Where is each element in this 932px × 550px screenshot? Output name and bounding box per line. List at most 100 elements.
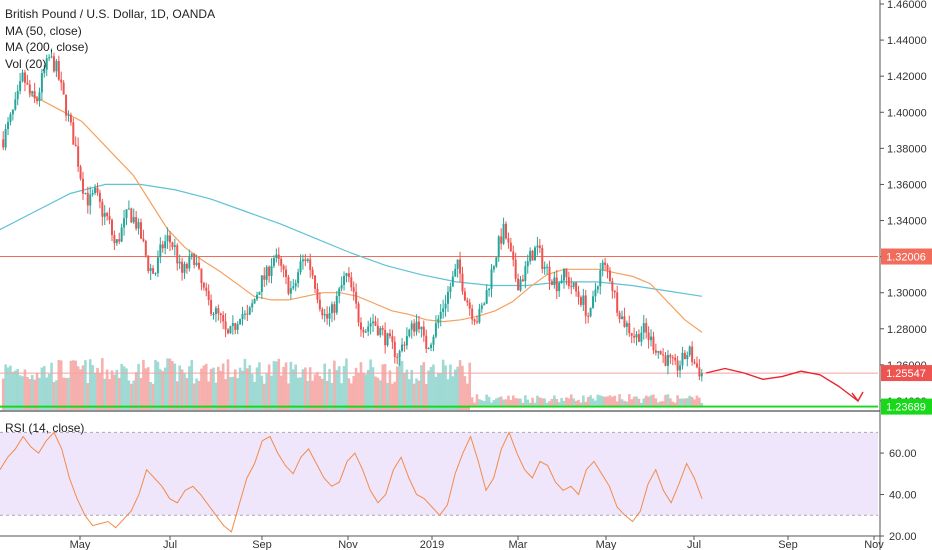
candle-body — [611, 281, 614, 291]
candle-body — [152, 268, 155, 274]
candle-body — [599, 270, 602, 287]
volume-bar — [388, 370, 392, 410]
candle-body — [253, 299, 256, 304]
volume-bar — [553, 395, 556, 410]
candle-body — [323, 314, 326, 316]
candle-body — [171, 242, 174, 247]
volume-bar — [485, 394, 488, 410]
horizontal-levels[interactable] — [0, 256, 880, 426]
candle-body — [335, 296, 338, 313]
volume-bar — [661, 401, 665, 410]
volume-bar — [408, 379, 411, 410]
candle-body — [442, 308, 445, 312]
candle-body — [16, 90, 19, 100]
candle-body — [355, 291, 358, 304]
candle-body — [118, 239, 121, 242]
volume-bar — [255, 367, 259, 410]
candle-body — [606, 264, 609, 271]
candle-body — [183, 264, 186, 273]
candle-body — [652, 336, 655, 351]
volume-bar — [395, 366, 399, 410]
volume-bar — [446, 379, 450, 410]
candle-body — [625, 323, 628, 327]
candle-body — [23, 72, 26, 83]
volume-bar — [504, 399, 508, 410]
candle-body — [623, 316, 626, 327]
candle-body — [214, 308, 217, 314]
volume-bar — [676, 395, 679, 410]
candle-body — [333, 304, 336, 313]
candle-body — [359, 322, 362, 330]
price-tick-label: 1.46000 — [887, 0, 927, 11]
volume-bar — [217, 366, 220, 410]
volume-bar — [444, 365, 447, 410]
candle-body — [459, 259, 462, 274]
candle-body — [275, 254, 278, 259]
volume-bar — [183, 372, 186, 410]
volume-bar — [495, 398, 498, 410]
projection-line — [705, 367, 859, 402]
volume-bar — [429, 366, 433, 410]
volume-bar — [132, 380, 136, 410]
candle-body — [543, 266, 546, 269]
volume-bar — [28, 378, 32, 410]
candle-body — [328, 313, 331, 319]
candle-body — [321, 309, 324, 316]
volume-bar — [412, 383, 416, 410]
volume-bar — [304, 367, 307, 410]
ma50-legend[interactable]: MA (50, close) — [5, 23, 82, 38]
volume-bar — [236, 378, 239, 410]
volume-bar — [652, 394, 655, 410]
candle-body — [434, 323, 437, 337]
symbol-title[interactable]: British Pound / U.S. Dollar, 1D, OANDA — [5, 7, 216, 21]
candle-body — [147, 255, 150, 272]
candle-body — [683, 352, 686, 360]
candle-body — [555, 277, 558, 292]
volume-bar — [243, 358, 247, 410]
volume-bar — [258, 362, 261, 410]
volume-bar — [345, 358, 348, 410]
volume-bar — [362, 373, 365, 410]
volume-bar — [137, 363, 140, 410]
candle-body — [139, 222, 142, 239]
volume-bar — [695, 395, 699, 410]
candle-body — [635, 334, 638, 338]
volume-bar — [311, 380, 314, 410]
rsi-legend[interactable]: RSI (14, close) — [5, 421, 85, 435]
volume-bar — [180, 369, 184, 410]
volume-bar — [40, 367, 44, 410]
volume-bar — [565, 397, 568, 410]
candle-body — [108, 216, 111, 220]
volume-bar — [632, 396, 636, 410]
candle-body — [558, 283, 561, 292]
candle-body — [391, 336, 394, 342]
volume-bar — [352, 375, 356, 410]
candle-body — [618, 312, 621, 320]
price-axis[interactable]: 1.46000 1.44000 1.42000 1.40000 1.38000 1.360… — [879, 0, 927, 550]
candle-body — [420, 326, 423, 330]
volume-bar — [378, 380, 382, 410]
volume-bar — [591, 398, 595, 410]
ma200-legend[interactable]: MA (200, close) — [5, 40, 89, 54]
volume-bar — [364, 374, 368, 410]
volume-bar — [502, 399, 505, 410]
volume-legend[interactable]: Vol (20) — [5, 56, 47, 71]
candle-body — [91, 193, 94, 195]
volume-bar — [149, 382, 152, 410]
volume-bar — [335, 370, 339, 410]
candle-body — [195, 262, 198, 265]
volume-bar — [16, 368, 20, 410]
volume-bar — [386, 382, 389, 410]
volume-bar — [267, 364, 271, 410]
volume-bar — [231, 376, 235, 410]
volume-bar — [294, 364, 297, 410]
candle-body — [96, 187, 99, 193]
candle-body — [427, 347, 430, 349]
candle-body — [103, 213, 106, 217]
candle-body — [65, 94, 68, 116]
candle-body — [277, 254, 280, 259]
candle-body — [534, 247, 537, 261]
candle-body — [381, 328, 384, 330]
time-axis[interactable]: May Jul Sep Nov 2019 Mar May Jul Sep Nov — [0, 535, 884, 550]
